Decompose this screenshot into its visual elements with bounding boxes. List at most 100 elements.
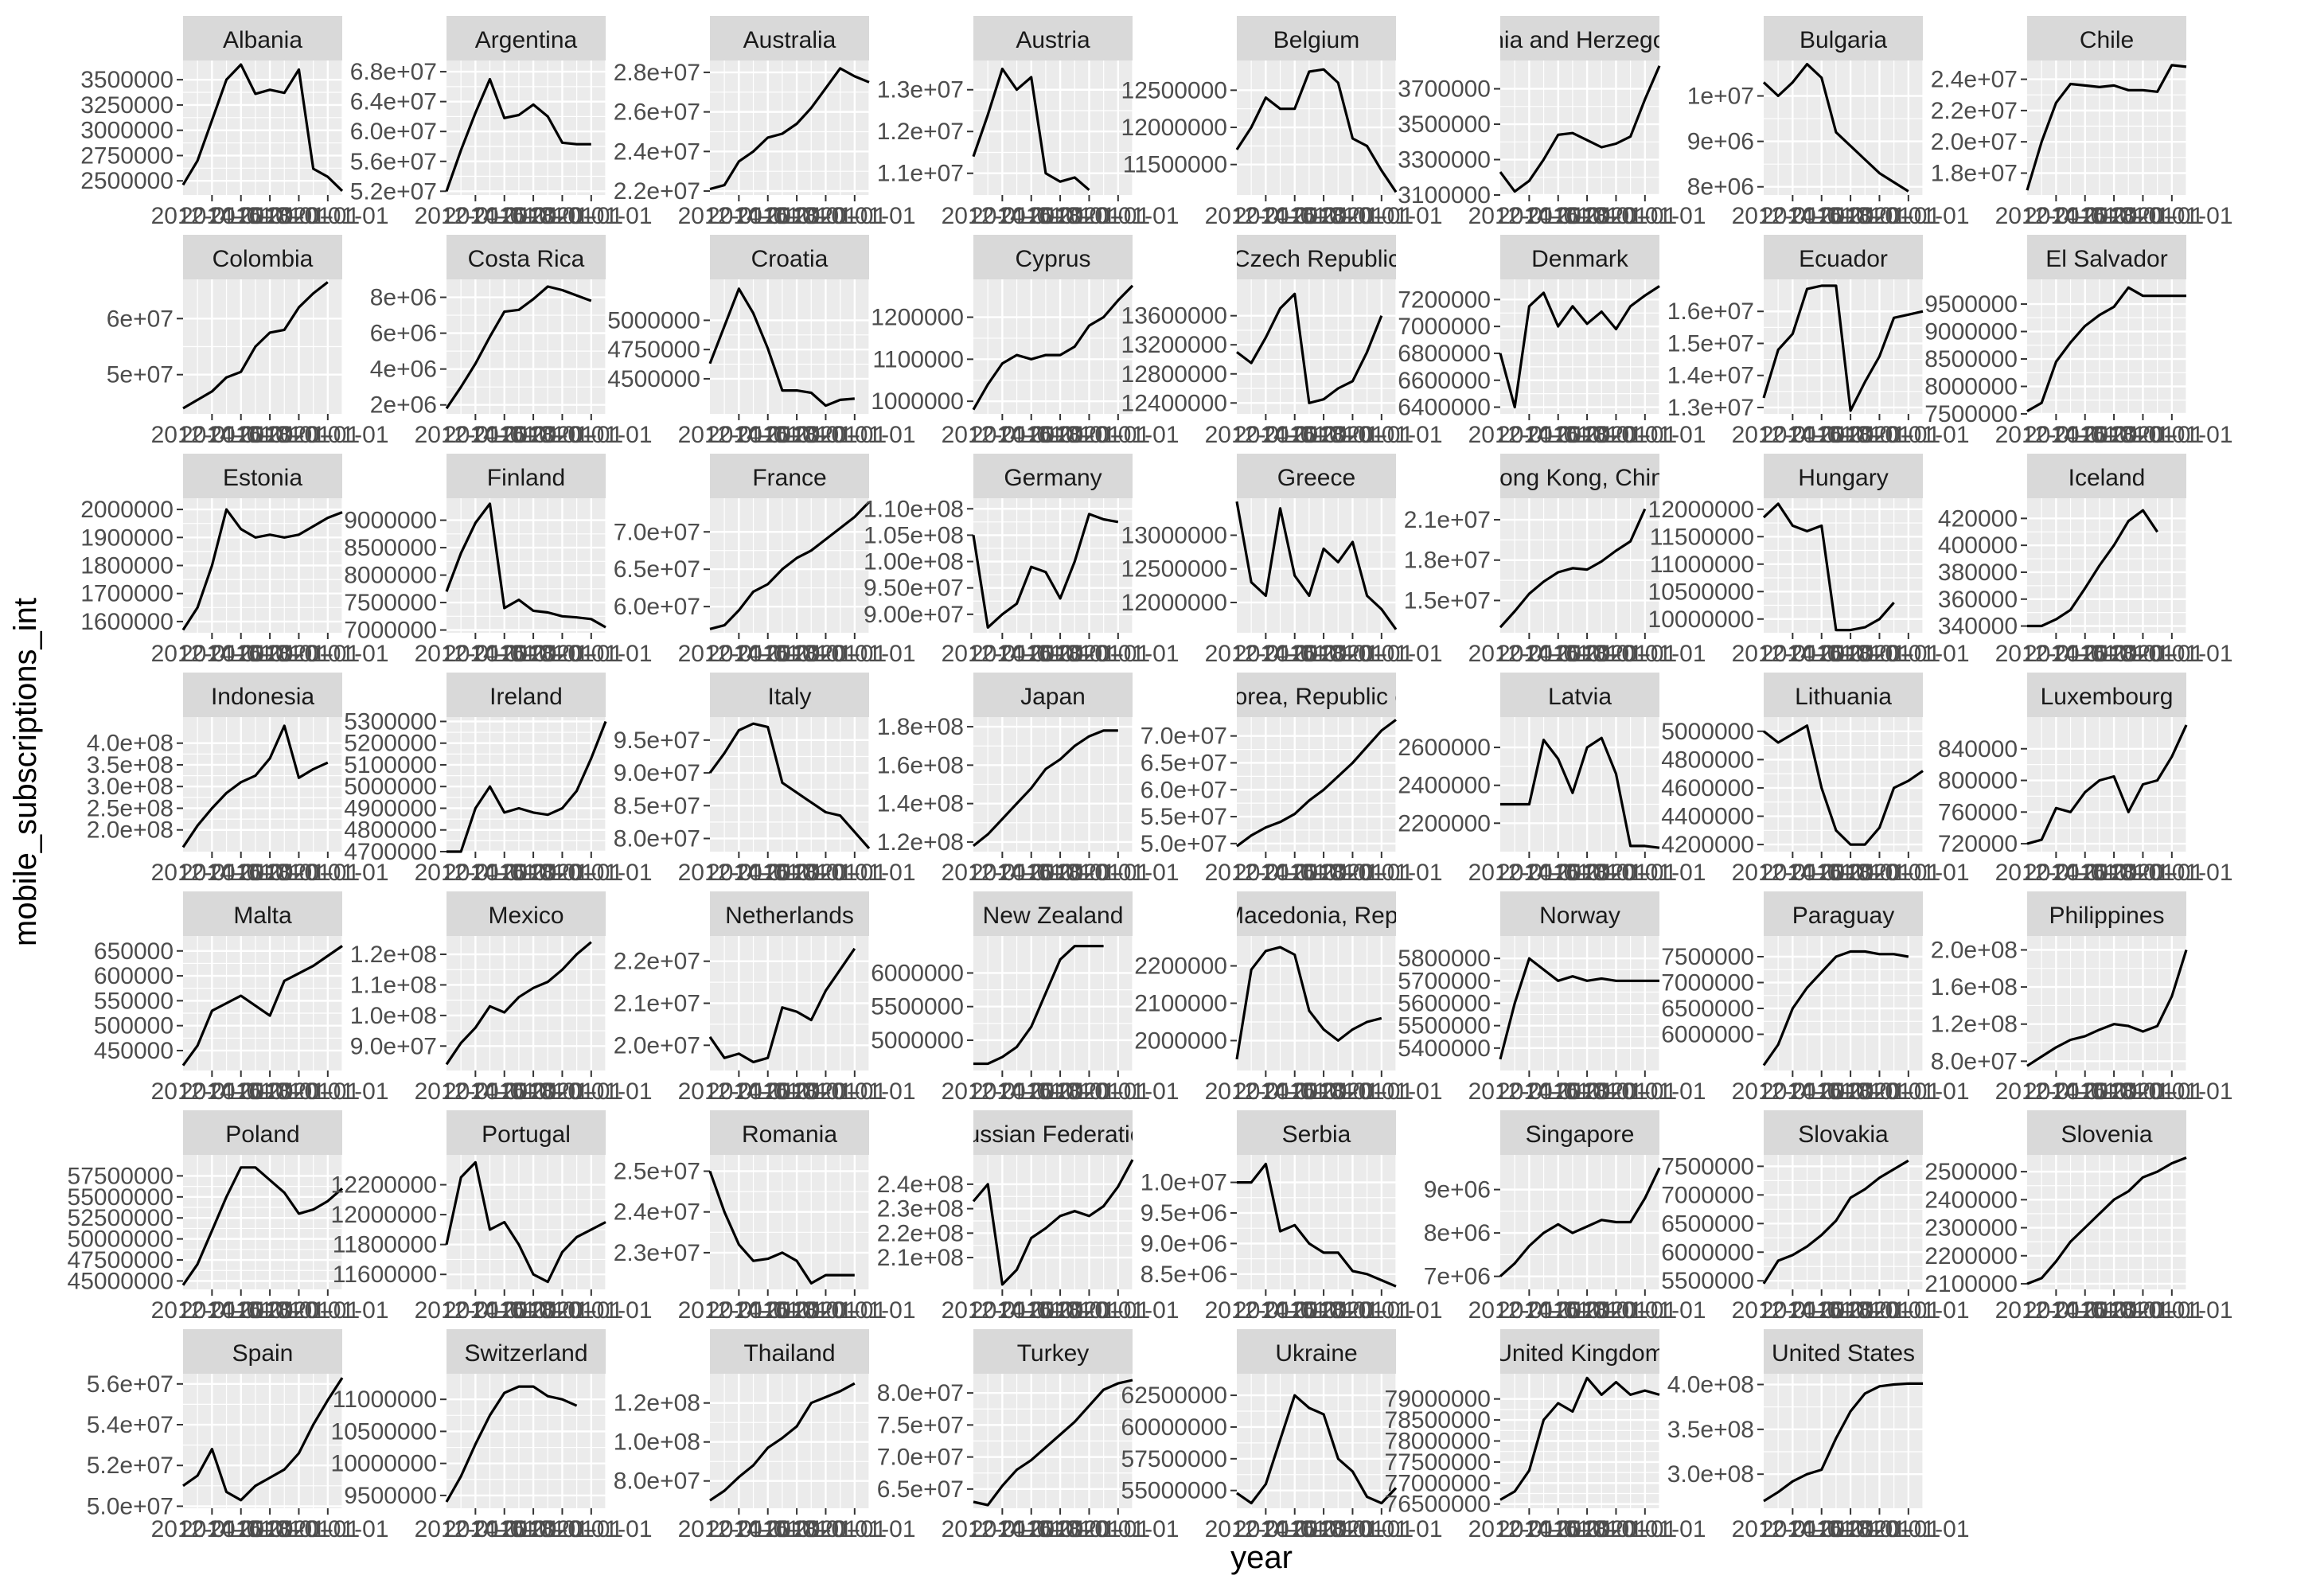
x-tick-label: 2012-01-01	[942, 203, 1063, 229]
strip-label: Austria	[1016, 27, 1090, 53]
x-tick-label: 2012-01-01	[151, 641, 273, 667]
series-line	[973, 1379, 1133, 1507]
panel-ecuador: Ecuador 1.3e+07 1.4e+07 1.5e+07 1.6e+07 2012-…	[1667, 235, 1970, 448]
strip-label: Mexico	[488, 903, 563, 929]
y-tick-label: 1.6e+08	[877, 752, 964, 778]
x-tick-label: 2016-01-01	[209, 641, 330, 667]
series-line	[708, 1170, 855, 1285]
x-tick-label: 2012-01-01	[1205, 1297, 1327, 1324]
y-tick-label: 6.8e+07	[350, 59, 437, 85]
x-tick-label: 2020-01-01	[530, 860, 652, 886]
panel-poland: Poland 4500000047500000500000005250000055…	[68, 1110, 389, 1324]
strip-label: Croatia	[751, 246, 829, 272]
strip-background	[710, 235, 869, 279]
strip-label: Slovakia	[1798, 1121, 1889, 1148]
series-line	[2027, 509, 2158, 628]
y-tick-label: 1.5e+07	[1667, 330, 1754, 357]
panel-background	[2027, 1155, 2186, 1289]
x-tick-label: 2018-01-01	[1028, 203, 1150, 229]
y-tick-label: 13000000	[1121, 522, 1227, 548]
panel-belgium: Belgium 11500000 12000000 12500000 2012-01-0…	[1121, 16, 1443, 229]
panel-luxembourg: Luxembourg 720000 760000 800000 840000 2012-0…	[1938, 673, 2233, 886]
y-tick-label: 2100000	[1134, 991, 1227, 1017]
y-tick-label: 1.8e+08	[877, 714, 964, 740]
x-tick-label: 2020-01-01	[267, 1516, 388, 1542]
y-tick-label: 4800000	[344, 817, 437, 844]
y-tick-label: 1800000	[80, 553, 174, 579]
panel-background	[446, 1155, 606, 1289]
x-tick-label: 2020-01-01	[1057, 641, 1179, 667]
y-tick-label: 1000000	[871, 388, 964, 415]
panel-romania: Romania 2.3e+07 2.4e+07 2.5e+07 2012-01-0120…	[614, 1110, 916, 1324]
y-tick-label: 1.0e+08	[350, 1003, 437, 1029]
series-line	[1236, 1394, 1398, 1505]
strip-background	[1237, 454, 1396, 498]
y-tick-label: 4.0e+08	[1667, 1372, 1754, 1398]
y-tick-label: 1100000	[872, 346, 964, 372]
panel-switzerland: Switzerland 9500000 10000000 10500000 110000…	[331, 1329, 653, 1542]
x-tick-label: 2018-01-01	[2082, 422, 2204, 448]
y-tick-label: 78500000	[1385, 1407, 1491, 1433]
y-tick-label: 9500000	[344, 1483, 437, 1509]
x-tick-label: 2018-01-01	[765, 860, 887, 886]
panel-bulgaria: Bulgaria 8e+06 9e+06 1e+07 2012-01-012014-01…	[1687, 16, 1970, 229]
strip-background	[973, 16, 1133, 60]
y-tick-label: 5.2e+07	[350, 178, 437, 205]
strip-label: Ecuador	[1799, 246, 1888, 272]
x-tick-label: 2020-01-01	[2111, 203, 2232, 229]
x-tick-label: 2016-01-01	[1262, 1078, 1384, 1105]
x-tick-label: 2020-01-01	[1847, 422, 1969, 448]
x-tick-label: 2014-01-01	[1234, 203, 1355, 229]
series-line	[445, 941, 592, 1066]
x-tick-label: 2016-01-01	[735, 1516, 857, 1542]
panel-background	[446, 279, 606, 414]
x-tick-label: 2014-01-01	[707, 203, 829, 229]
x-tick-label: 2016-01-01	[1789, 422, 1911, 448]
x-tick-label: 2014-01-01	[970, 203, 1092, 229]
y-tick-label: 5400000	[1398, 1035, 1491, 1062]
x-tick-label: 2018-01-01	[1819, 860, 1940, 886]
x-tick-label: 2016-01-01	[1789, 1297, 1911, 1324]
panel-background	[2027, 717, 2186, 852]
y-tick-label: 7000000	[1398, 314, 1491, 340]
y-tick-label: 6.5e+07	[1141, 750, 1227, 776]
series-line	[182, 1377, 344, 1502]
x-tick-label: 2020-01-01	[267, 1078, 388, 1105]
series-line	[1500, 736, 1660, 849]
y-tick-label: 6e+07	[107, 306, 174, 332]
y-tick-label: 6.5e+07	[614, 556, 700, 583]
x-tick-label: 2016-01-01	[735, 422, 857, 448]
x-tick-label: 2014-01-01	[707, 860, 829, 886]
x-tick-label: 2020-01-01	[1057, 1078, 1179, 1105]
panel-background	[1764, 936, 1923, 1070]
x-tick-label: 2018-01-01	[1819, 1297, 1940, 1324]
y-tick-label: 10000000	[331, 1451, 437, 1477]
x-tick-label: 2012-01-01	[1468, 860, 1590, 886]
x-tick-label: 2018-01-01	[1555, 641, 1677, 667]
strip-background	[2027, 673, 2186, 717]
x-tick-label: 2018-01-01	[1292, 422, 1414, 448]
x-tick-label: 2014-01-01	[2024, 860, 2146, 886]
strip-label: Norway	[1539, 903, 1620, 929]
y-tick-label: 2.4e+08	[877, 1172, 964, 1198]
x-tick-label: 2020-01-01	[2111, 1078, 2232, 1105]
y-tick-label: 2.1e+08	[877, 1245, 964, 1271]
panel-portugal: Portugal 11600000 11800000 12000000 12200000…	[331, 1110, 653, 1324]
x-tick-label: 2020-01-01	[1057, 1516, 1179, 1542]
y-tick-label: 9.0e+06	[1141, 1230, 1227, 1257]
strip-label: Spain	[232, 1340, 294, 1367]
x-tick-label: 2012-01-01	[1205, 1516, 1327, 1542]
x-tick-label: 2014-01-01	[443, 1078, 565, 1105]
panel-background	[183, 936, 342, 1070]
x-tick-label: 2018-01-01	[1292, 1078, 1414, 1105]
x-tick-label: 2020-01-01	[794, 1516, 915, 1542]
y-tick-label: 5.2e+07	[87, 1453, 174, 1479]
panel-turkey: Turkey 6.5e+07 7.0e+07 7.5e+07 8.0e+07 2012-0…	[877, 1329, 1180, 1542]
x-tick-label: 2012-01-01	[415, 1297, 536, 1324]
series-line	[1763, 724, 1924, 846]
strip-label: Colombia	[213, 246, 314, 272]
strip-background	[1237, 1329, 1396, 1374]
series-line	[182, 281, 329, 410]
x-tick-label: 2012-01-01	[1205, 860, 1327, 886]
series-line	[1236, 719, 1397, 848]
